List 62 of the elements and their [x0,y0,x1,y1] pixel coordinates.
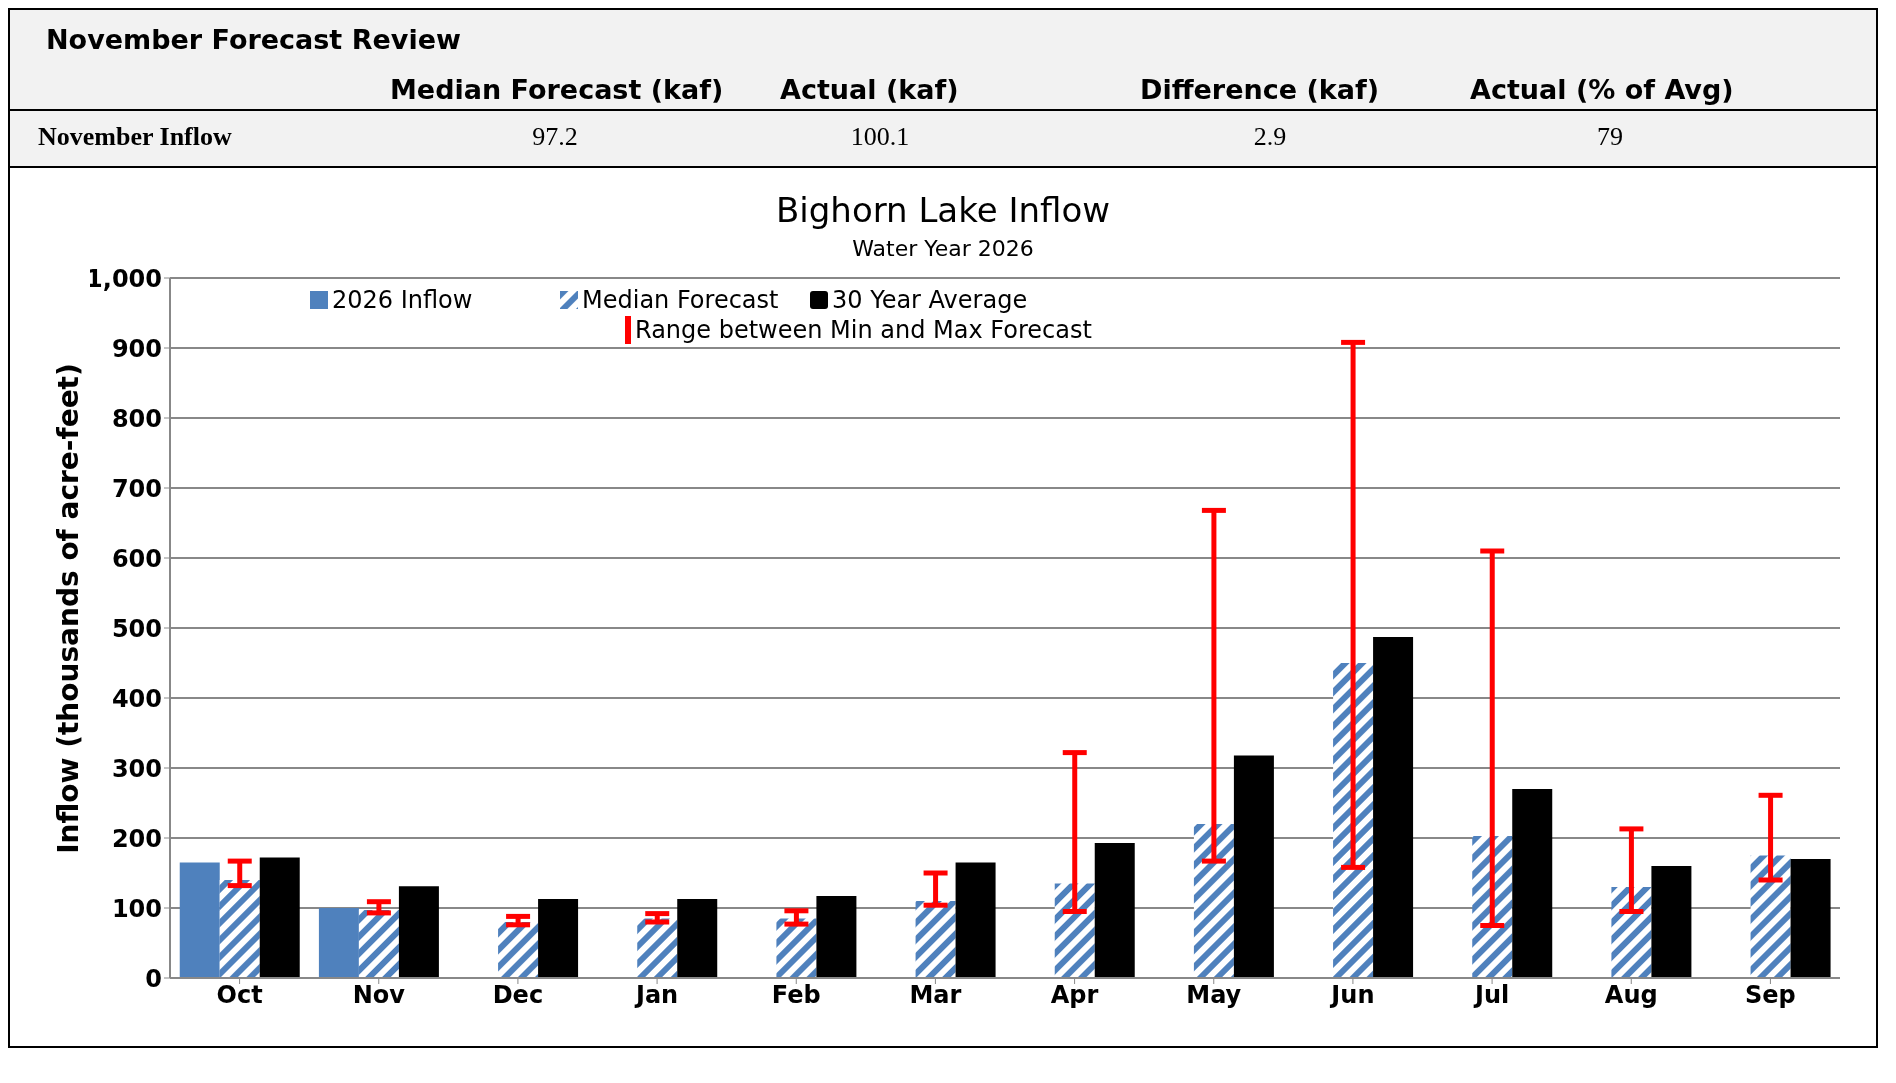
text: 97.2 [531,122,579,152]
x-tick-label: Jun [1329,981,1375,1010]
bar [259,857,300,978]
chart-title: Bighorn Lake Inflow [775,190,1111,230]
bar [1233,755,1274,978]
bar [1611,887,1652,978]
legend-label: 2026 Inflow [332,286,473,314]
y-tick-label: 300 [111,754,162,783]
annotation: Range between Min and Max Forecast [635,316,1092,344]
bar [179,862,220,978]
x-tick-label: Aug [1604,981,1658,1010]
text: 100.1 [849,122,911,152]
x-tick-label: Jan [633,981,679,1010]
text: November Forecast Review [46,24,461,55]
x-tick-label: Apr [1050,981,1099,1010]
x-tick-label: May [1186,981,1242,1010]
bar [538,898,579,978]
x-tick-label: Oct [216,981,263,1010]
y-tick-label: 500 [111,614,162,643]
legend-label: Median Forecast [582,286,779,314]
bar [955,862,996,978]
x-tick-label: Nov [352,981,406,1010]
y-tick-label: 0 [145,964,162,993]
x-tick-label: Dec [492,981,544,1010]
text: 79 [1596,122,1624,152]
bar [915,901,956,978]
text: Median Forecast (kaf) [390,74,724,105]
y-axis-title: Inflow (thousands of acre-feet) [51,362,85,854]
x-tick-label: Sep [1745,981,1796,1010]
text: November Inflow [38,122,232,152]
y-tick-label: 400 [111,684,162,713]
bar [776,918,817,978]
y-tick-label: 800 [111,404,162,433]
bar [1651,866,1692,978]
bar [1373,637,1414,978]
bar [498,922,539,978]
bar [1790,859,1831,978]
x-tick-label: Mar [909,981,962,1010]
bar [219,880,260,978]
bar [358,910,399,978]
bar [1054,883,1095,978]
x-tick-label: Feb [771,981,821,1010]
bar [398,886,439,978]
y-tick-label: 700 [111,474,162,503]
y-tick-label: 200 [111,824,162,853]
text: Actual (% of Avg) [1470,74,1734,105]
y-tick-label: 900 [111,334,162,363]
bar [1094,842,1135,978]
bar [318,908,359,978]
x-tick-label: Jul [1472,981,1510,1010]
y-tick-label: 100 [111,894,162,923]
text: Actual (kaf) [780,74,959,105]
text: 2.9 [1252,122,1288,152]
bar [1512,789,1553,978]
bar [1193,824,1234,978]
bar [677,898,718,978]
legend-label: 30 Year Average [832,286,1028,314]
text: Difference (kaf) [1140,74,1380,105]
bar [1750,855,1791,978]
bar [816,896,857,978]
chart-subtitle: Water Year 2026 [851,236,1035,261]
y-tick-label: 600 [111,544,162,573]
